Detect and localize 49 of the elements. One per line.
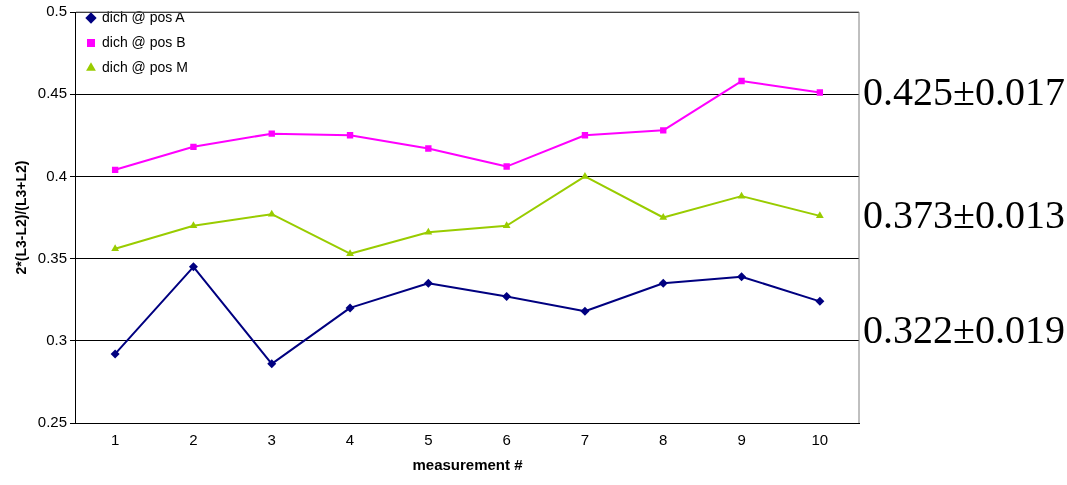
point [345, 303, 355, 313]
x-tick-label: 10 [811, 431, 829, 449]
y-tick-label: 0.5 [46, 2, 67, 20]
point [189, 221, 198, 228]
point [424, 227, 433, 235]
y-axis-title: 2*(L3-L2)/(L3+L2) [13, 160, 30, 275]
point [110, 349, 120, 359]
point [659, 213, 668, 220]
legend-label: dich @ pos M [101, 58, 188, 75]
x-tick-label: 2 [189, 431, 198, 449]
text: 0.373±0.013 [863, 192, 1065, 237]
y-tick-label: 0.4 [46, 166, 67, 184]
point [660, 127, 667, 134]
x-tick-label: 9 [737, 431, 746, 449]
x-tick-label: 6 [502, 431, 511, 449]
point [816, 89, 824, 96]
point [580, 306, 590, 316]
point [267, 359, 277, 369]
x-tick-label: 1 [110, 431, 120, 449]
x-tick-label: 4 [345, 431, 355, 449]
x-axis-title: measurement # [412, 456, 524, 474]
point [815, 296, 825, 306]
y-tick-label: 0.25 [37, 413, 67, 431]
point [502, 291, 512, 301]
x-tick-label: 7 [580, 431, 590, 449]
y-tick-label: 0.35 [37, 248, 67, 266]
point [190, 143, 197, 150]
point [503, 163, 510, 170]
point [111, 244, 120, 251]
point [581, 171, 589, 179]
point [425, 145, 432, 152]
point [188, 262, 198, 272]
x-tick-label: 8 [659, 431, 668, 449]
x-tick-label: 5 [424, 431, 433, 449]
point [737, 272, 747, 282]
point [658, 278, 668, 288]
text: 0.425±0.017 [863, 68, 1065, 114]
y-tick-label: 0.3 [46, 330, 67, 348]
point [502, 221, 511, 228]
text: 0.322±0.019 [863, 307, 1065, 353]
legend-label: dich @ pos B [101, 33, 186, 50]
point [268, 130, 275, 137]
x-tick-label: 3 [267, 431, 276, 449]
point [423, 278, 433, 288]
point [346, 249, 354, 256]
point [738, 77, 745, 85]
point [815, 211, 824, 219]
point [737, 191, 746, 199]
y-tick-label: 0.45 [37, 84, 67, 102]
